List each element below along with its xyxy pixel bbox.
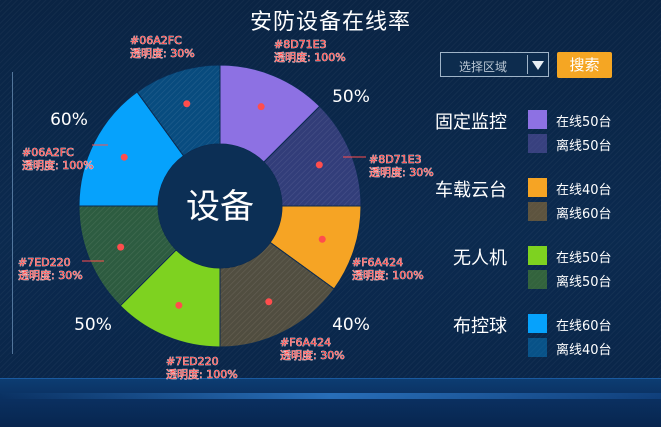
legend-swatch-0-online xyxy=(528,110,547,129)
search-button[interactable]: 搜索 xyxy=(557,52,612,78)
legend-label-3-online: 在线60台 xyxy=(556,319,612,334)
annotation-code-0: #8D71E3 xyxy=(274,38,327,51)
legend-category-1: 车载云台 xyxy=(435,180,507,201)
select-separator xyxy=(527,55,528,74)
annotation-code-5: #7ED220 xyxy=(18,256,71,269)
annotation-dot-6 xyxy=(120,153,128,161)
legend-swatch-2-offline xyxy=(528,270,547,289)
annotation-code-1: #8D71E3 xyxy=(369,153,422,166)
legend-swatch-1-online xyxy=(528,178,547,197)
legend-category-3: 布控球 xyxy=(453,316,507,337)
annotation-opacity-1: 透明度: 30% xyxy=(369,165,434,179)
percent-label-0: 50% xyxy=(332,87,370,107)
slice-1-offline-hatch xyxy=(220,242,335,347)
legend-label-0-online: 在线50台 xyxy=(556,115,612,130)
annotation-opacity-6: 透明度: 100% xyxy=(22,158,94,172)
annotation-code-3: #F6A424 xyxy=(280,336,331,349)
annotation-opacity-3: 透明度: 30% xyxy=(280,348,345,362)
slice-3-offline-hatch xyxy=(137,65,220,156)
percent-label-1: 40% xyxy=(332,315,370,335)
region-select-placeholder: 选择区域 xyxy=(459,60,508,74)
percent-label-2: 50% xyxy=(74,315,112,335)
annotation-dot-0 xyxy=(257,103,265,111)
left-divider xyxy=(12,72,13,354)
annotation-code-4: #7ED220 xyxy=(166,355,219,368)
legend-label-3-offline: 离线40台 xyxy=(556,343,612,358)
slice-2-offline-hatch xyxy=(79,206,177,306)
chevron-down-icon[interactable] xyxy=(532,61,544,70)
legend-category-2: 无人机 xyxy=(453,248,507,269)
page-title: 安防设备在线率 xyxy=(249,10,411,35)
legend-category-0: 固定监控 xyxy=(435,112,507,133)
donut-hole xyxy=(158,144,282,268)
annotation-dot-4 xyxy=(175,301,183,309)
legend-swatch-1-offline xyxy=(528,202,547,221)
legend-label-2-offline: 离线50台 xyxy=(556,275,612,290)
legend-label-1-offline: 离线60台 xyxy=(556,207,612,222)
legend-label-1-online: 在线40台 xyxy=(556,183,612,198)
annotation-dot-1 xyxy=(315,161,323,169)
legend-label-2-online: 在线50台 xyxy=(556,251,612,266)
bottom-glow xyxy=(0,393,661,399)
legend-swatch-2-online xyxy=(528,246,547,265)
annotation-opacity-5: 透明度: 30% xyxy=(18,268,83,282)
annotation-dot-7 xyxy=(183,100,191,108)
legend-swatch-0-offline xyxy=(528,134,547,153)
slice-0-offline-hatch xyxy=(263,106,361,206)
region-select[interactable]: 选择区域 xyxy=(440,52,549,77)
annotation-code-6: #06A2FC xyxy=(22,146,74,159)
annotation-dot-2 xyxy=(318,235,326,243)
annotation-opacity-7: 透明度: 30% xyxy=(130,46,195,60)
legend-swatch-3-online xyxy=(528,314,547,333)
annotation-dot-3 xyxy=(265,298,273,306)
percent-label-3: 60% xyxy=(50,110,88,130)
annotation-dot-5 xyxy=(117,243,125,251)
annotation-opacity-4: 透明度: 100% xyxy=(166,367,238,381)
bottom-band xyxy=(0,378,661,427)
annotation-code-2: #F6A424 xyxy=(352,256,403,269)
legend-label-0-offline: 离线50台 xyxy=(556,139,612,154)
annotation-opacity-2: 透明度: 100% xyxy=(352,268,424,282)
annotation-opacity-0: 透明度: 100% xyxy=(274,50,346,64)
legend-swatch-3-offline xyxy=(528,338,547,357)
annotation-code-7: #06A2FC xyxy=(130,34,182,47)
center-label: 设备 xyxy=(186,187,254,227)
